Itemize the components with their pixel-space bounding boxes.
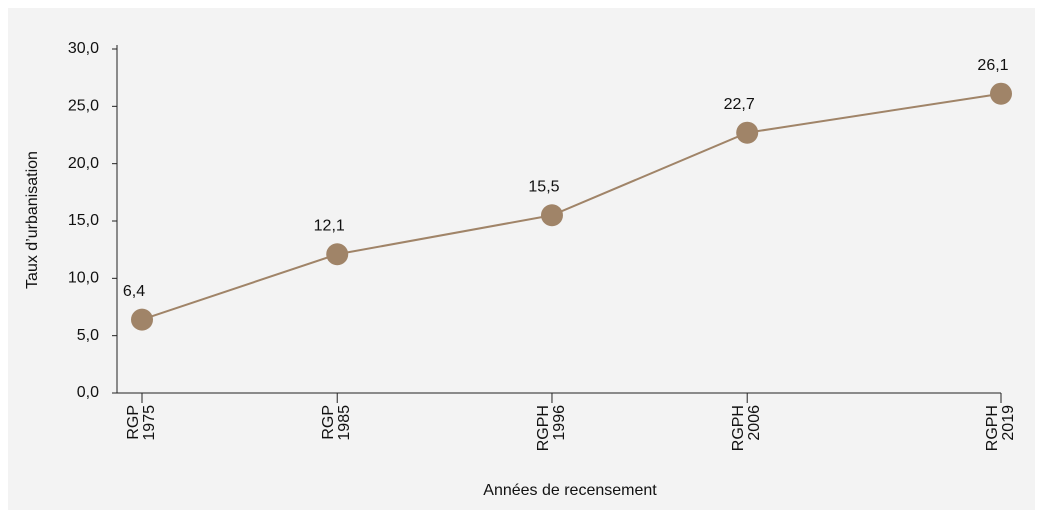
y-tick-label: 10,0 (68, 270, 99, 287)
data-label: 22,7 (724, 96, 755, 113)
x-tick-label-line: RGPH (535, 405, 552, 451)
marker (736, 121, 759, 144)
marker (990, 82, 1012, 105)
x-tick-label-line: RGP (125, 405, 142, 440)
y-tick-label: 15,0 (68, 212, 99, 229)
marker (131, 308, 153, 331)
y-tick-label: 0,0 (77, 384, 99, 401)
y-tick-label: 5,0 (77, 327, 99, 344)
x-axis-title: Années de recensement (483, 482, 657, 499)
x-tick-label-line: 2006 (746, 405, 763, 441)
x-tick-label: RGPH1996 (535, 405, 568, 451)
x-tick-label-line: RGPH (984, 405, 1001, 451)
chart-background (8, 8, 1035, 510)
y-tick-label: 30,0 (68, 40, 99, 57)
marker (540, 204, 563, 227)
data-label: 15,5 (528, 178, 559, 195)
x-tick-label: RGPH2019 (984, 405, 1017, 451)
x-tick-label-line: RGP (320, 405, 337, 440)
x-tick-label: RGPH2006 (730, 405, 763, 451)
y-axis-title: Taux d’urbanisation (24, 151, 41, 289)
data-label: 26,1 (977, 57, 1008, 74)
x-tick-label-line: 2019 (1000, 405, 1017, 441)
x-tick-label-line: 1985 (336, 405, 353, 441)
marker (326, 243, 349, 266)
x-tick-label-line: 1996 (551, 405, 568, 441)
data-label: 12,1 (314, 217, 345, 234)
x-tick-label: RGP1975 (125, 405, 158, 441)
y-tick-label: 25,0 (68, 98, 99, 115)
x-tick-label-line: 1975 (141, 405, 158, 441)
y-tick-label: 20,0 (68, 155, 99, 172)
x-tick-label: RGP1985 (320, 405, 353, 441)
data-label: 6,4 (123, 283, 145, 300)
x-tick-label-line: RGPH (730, 405, 747, 451)
